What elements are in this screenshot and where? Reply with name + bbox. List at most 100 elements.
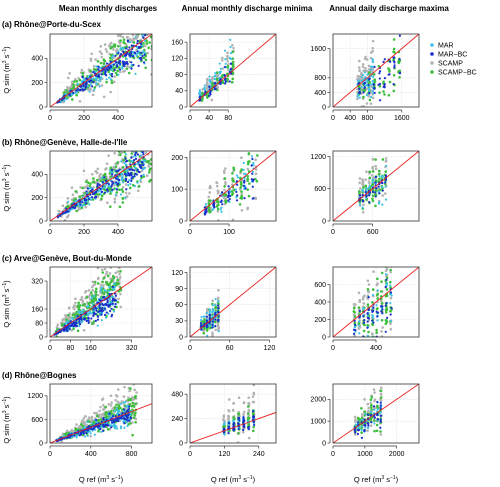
data-point bbox=[239, 176, 242, 180]
data-point bbox=[356, 97, 359, 101]
data-point bbox=[111, 63, 114, 66]
data-point bbox=[389, 296, 393, 300]
data-point bbox=[380, 280, 383, 283]
data-point bbox=[140, 123, 143, 126]
data-point bbox=[358, 332, 361, 335]
data-point bbox=[99, 179, 103, 183]
data-point bbox=[65, 210, 68, 213]
data-point bbox=[125, 61, 128, 64]
data-point bbox=[217, 304, 220, 307]
data-point bbox=[224, 193, 228, 197]
data-point bbox=[137, 27, 140, 30]
data-point bbox=[138, 50, 141, 53]
data-point bbox=[128, 38, 131, 42]
data-point bbox=[110, 81, 114, 85]
data-point bbox=[142, 167, 145, 171]
x-tick-label: 120 bbox=[219, 451, 231, 458]
data-point bbox=[247, 410, 251, 413]
data-point bbox=[385, 302, 388, 305]
data-point bbox=[372, 321, 375, 324]
data-point bbox=[72, 324, 75, 327]
data-point bbox=[93, 67, 96, 71]
data-point bbox=[91, 288, 94, 292]
data-point bbox=[384, 170, 388, 173]
data-point bbox=[228, 190, 232, 193]
data-point bbox=[147, 138, 150, 141]
data-point bbox=[389, 327, 393, 331]
data-point bbox=[227, 422, 231, 425]
data-point bbox=[390, 221, 393, 224]
data-point bbox=[230, 80, 234, 84]
data-point bbox=[148, 180, 151, 183]
data-point bbox=[108, 289, 111, 292]
data-point bbox=[246, 162, 250, 166]
data-point bbox=[129, 25, 132, 28]
data-point bbox=[211, 78, 214, 81]
data-point bbox=[96, 267, 100, 270]
data-point bbox=[375, 189, 378, 192]
data-point bbox=[372, 306, 375, 309]
data-point bbox=[248, 127, 251, 130]
data-point bbox=[211, 326, 214, 329]
data-point bbox=[133, 388, 136, 392]
data-point bbox=[88, 90, 91, 93]
column-title-minima: Annual monthly discharge minima bbox=[182, 4, 313, 13]
data-point bbox=[83, 415, 87, 418]
x-tick-label: 400 bbox=[112, 229, 124, 236]
data-point bbox=[147, 25, 150, 28]
data-point bbox=[126, 410, 129, 413]
data-point bbox=[108, 56, 112, 60]
data-point bbox=[239, 181, 243, 185]
data-point bbox=[114, 71, 118, 75]
data-point bbox=[105, 272, 108, 276]
data-point bbox=[77, 88, 80, 91]
data-point bbox=[246, 405, 250, 408]
data-point bbox=[78, 99, 82, 103]
data-point bbox=[243, 177, 246, 180]
data-point bbox=[128, 41, 131, 44]
data-point bbox=[107, 154, 110, 157]
data-point bbox=[111, 285, 114, 288]
data-point bbox=[209, 199, 212, 203]
data-point bbox=[108, 412, 111, 415]
data-point bbox=[208, 75, 211, 78]
data-point bbox=[108, 185, 111, 188]
data-point bbox=[81, 301, 84, 304]
column-title-maxima: Annual daily discharge maxima bbox=[329, 4, 449, 13]
data-point bbox=[128, 389, 131, 393]
data-point bbox=[145, 24, 148, 27]
data-point bbox=[146, 24, 149, 27]
data-point bbox=[144, 25, 146, 27]
data-point bbox=[83, 186, 87, 189]
data-point bbox=[384, 233, 387, 236]
data-point bbox=[247, 416, 250, 420]
data-point bbox=[236, 194, 239, 197]
data-point bbox=[110, 307, 113, 310]
data-point bbox=[385, 276, 389, 280]
data-point bbox=[94, 298, 98, 302]
data-point bbox=[139, 154, 142, 157]
one-to-one-line bbox=[50, 267, 152, 337]
data-point bbox=[388, 80, 392, 84]
data-point bbox=[365, 187, 368, 190]
points-3 bbox=[56, 123, 152, 221]
data-point bbox=[220, 210, 223, 213]
x-tick-label: 400 bbox=[112, 115, 124, 122]
data-point bbox=[219, 77, 222, 81]
data-point bbox=[78, 207, 82, 211]
data-point bbox=[385, 284, 389, 287]
data-point bbox=[139, 180, 143, 184]
data-point bbox=[109, 394, 113, 398]
data-point bbox=[91, 428, 94, 431]
data-point bbox=[205, 210, 208, 213]
data-point bbox=[376, 277, 379, 281]
data-point bbox=[251, 170, 255, 173]
data-point bbox=[217, 310, 220, 313]
data-point bbox=[103, 303, 106, 306]
data-point bbox=[232, 401, 236, 405]
data-point bbox=[138, 27, 141, 30]
data-point bbox=[211, 320, 215, 323]
data-point bbox=[243, 197, 246, 200]
data-point bbox=[132, 405, 136, 408]
data-point bbox=[366, 279, 370, 283]
